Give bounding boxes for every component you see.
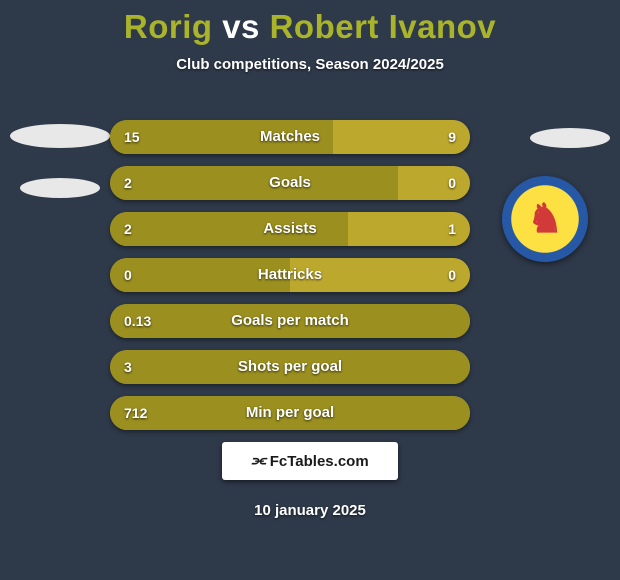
- bar-track: [110, 120, 470, 154]
- player2-name: Robert Ivanov: [270, 8, 497, 45]
- stat-row: Matches159: [110, 120, 470, 154]
- stat-row: Hattricks00: [110, 258, 470, 292]
- player1-club-placeholder-1: [10, 124, 110, 148]
- bar-left-fill: [110, 166, 398, 200]
- vs-text: vs: [222, 8, 260, 45]
- bar-track: [110, 350, 470, 384]
- lion-icon: ♞: [527, 199, 563, 239]
- stat-row: Goals20: [110, 166, 470, 200]
- chart-icon: ⫘: [251, 452, 265, 470]
- brand-text: FcTables.com: [270, 453, 369, 470]
- bar-left-fill: [110, 304, 470, 338]
- player1-name: Rorig: [124, 8, 213, 45]
- player2-club-placeholder-1: [530, 128, 610, 148]
- bar-left-fill: [110, 258, 290, 292]
- bar-track: [110, 212, 470, 246]
- stat-row: Shots per goal3: [110, 350, 470, 384]
- stats-bars: Matches159 Goals20 Assists21 Hattricks00 Goa…: [110, 120, 470, 442]
- bar-track: [110, 258, 470, 292]
- comparison-title: Rorig vs Robert Ivanov: [0, 0, 620, 46]
- bar-track: [110, 396, 470, 430]
- bar-left-fill: [110, 396, 470, 430]
- bar-track: [110, 166, 470, 200]
- player2-club-badge: ♞: [502, 176, 588, 262]
- date-text: 10 january 2025: [0, 502, 620, 519]
- bar-right-fill: [333, 120, 470, 154]
- bar-left-fill: [110, 350, 470, 384]
- bar-left-fill: [110, 212, 348, 246]
- bar-right-fill: [290, 258, 470, 292]
- bar-left-fill: [110, 120, 333, 154]
- bar-track: [110, 304, 470, 338]
- stat-row: Goals per match0.13: [110, 304, 470, 338]
- subtitle: Club competitions, Season 2024/2025: [0, 56, 620, 73]
- stat-row: Min per goal712: [110, 396, 470, 430]
- bar-right-fill: [348, 212, 470, 246]
- stat-row: Assists21: [110, 212, 470, 246]
- brand-box[interactable]: ⫘ FcTables.com: [222, 442, 398, 480]
- player1-club-placeholder-2: [20, 178, 100, 198]
- bar-right-fill: [398, 166, 470, 200]
